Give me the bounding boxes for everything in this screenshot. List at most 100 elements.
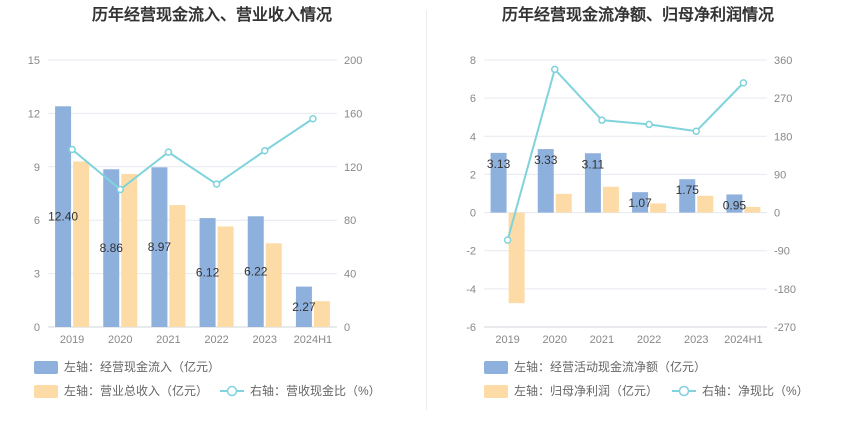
ratio-point [598,116,606,124]
bar-secondary [313,301,330,327]
bar-secondary [265,243,282,327]
right-axis-tick-label: -90 [774,246,790,258]
legend-swatch [484,361,508,374]
legend-swatch [34,385,58,398]
bar-secondary [169,205,186,327]
chart-2: 历年经营现金流净额、归母净利润情况 -6 -4 -2 0 2 4 6 8 -270 -180 -90 0… [466,5,809,398]
legend-swatch-marker [678,385,690,397]
left-axis-tick-label: -2 [466,246,476,258]
bar-primary [295,286,312,327]
bar-data-label: 6.22 [244,265,268,279]
bar-data-label: 3.11 [582,157,605,171]
x-axis-tick-label: 2024H1 [294,334,333,346]
left-axis-tick-label: 9 [34,162,40,174]
chart-title: 历年经营现金流净额、归母净利润情况 [502,5,774,24]
left-axis-tick-label: 6 [470,93,476,105]
bar-secondary [744,206,761,213]
right-axis-tick-label: 180 [774,131,792,143]
ratio-point [739,79,748,87]
right-axis-tick-label: 360 [774,55,792,67]
left-axis-tick-label: 0 [470,208,476,220]
x-axis-tick-label: 2022 [204,334,228,346]
bar-primary [584,153,601,213]
bar-primary [247,216,264,327]
bar-primary [199,218,216,327]
x-axis-tick-label: 2024H1 [724,334,763,346]
x-axis-tick-label: 2020 [543,334,567,346]
right-axis-tick-label: 160 [344,108,362,120]
ratio-point [164,148,173,156]
bar-primary [537,149,554,213]
legend-swatch-marker [226,385,238,397]
legend-label: 左轴：经营现金流入（亿元） [64,359,220,374]
bar-data-label: 1.07 [628,196,652,210]
bar-data-label: 6.12 [196,266,220,280]
right-axis-tick-label: 80 [344,215,356,227]
bar-data-label: 0.95 [723,198,747,212]
left-axis-tick-label: -6 [466,322,476,334]
legend-label: 左轴：经营活动现金流净额（亿元） [514,359,706,374]
right-axis-tick-label: 40 [344,269,356,281]
bar-secondary [650,203,667,213]
left-axis-tick-label: 3 [34,269,40,281]
panel-divider [426,10,427,410]
legend-label: 右轴：营收现金比（%） [250,383,381,398]
bar-primary [632,192,649,213]
ratio-point [261,147,269,155]
x-axis-tick-label: 2021 [156,334,180,346]
left-axis-tick-label: 8 [470,55,476,67]
x-axis-tick-label: 2019 [60,334,84,346]
x-axis-tick-label: 2019 [495,334,519,346]
bar-secondary [508,212,525,304]
left-axis-tick-label: 4 [470,131,476,143]
right-axis-tick-label: -180 [774,284,796,296]
legend-label: 左轴：营业总收入（亿元） [64,383,208,398]
x-axis-tick-label: 2022 [637,334,661,346]
ratio-point [309,114,317,123]
bar-data-label: 12.40 [48,210,78,224]
x-axis-tick-label: 2023 [684,334,708,346]
left-axis-tick-label: 12 [28,108,40,120]
bar-primary [103,169,120,327]
chart-title: 历年经营现金流入、营业收入情况 [92,5,332,24]
ratio-point [645,120,653,129]
bar-data-label: 3.13 [487,157,511,171]
legend-label: 左轴：归母净利润（亿元） [514,383,658,398]
chart-1: 历年经营现金流入、营业收入情况 0 3 6 9 12 15 0 40 80 120 160 200 201… [28,5,381,398]
bar-primary [679,179,696,213]
bar-primary [490,152,507,213]
left-axis-tick-label: -4 [466,284,476,296]
bar-data-label: 3.33 [534,153,558,167]
ratio-line [71,117,314,191]
bar-primary [726,194,743,213]
bar-secondary [602,186,619,213]
ratio-point [551,65,559,74]
ratio-point [68,145,76,154]
legend-swatch [34,361,58,374]
x-axis-tick-label: 2023 [253,334,277,346]
right-axis-tick-label: 120 [344,162,362,174]
ratio-line [506,67,745,241]
ratio-point [212,180,221,188]
left-axis-tick-label: 2 [470,169,476,181]
bar-data-label: 8.97 [148,240,172,254]
x-axis-tick-label: 2020 [108,334,132,346]
bar-primary [55,106,72,327]
bar-data-label: 1.75 [676,183,700,197]
right-axis-tick-label: 270 [774,93,792,105]
left-axis-tick-label: 15 [28,55,40,67]
bar-secondary [73,161,90,327]
right-axis-tick-label: 0 [774,208,780,220]
legend-swatch [484,385,508,398]
left-axis-tick-label: 0 [34,322,40,334]
right-axis-tick-label: -270 [774,322,796,334]
left-axis-tick-label: 6 [34,215,40,227]
ratio-point [116,185,124,194]
bar-secondary [555,193,572,213]
bar-secondary [121,173,138,327]
bar-data-label: 8.86 [100,241,124,255]
bar-data-label: 2.27 [292,300,316,314]
ratio-point [692,127,700,135]
bar-primary [151,167,168,327]
